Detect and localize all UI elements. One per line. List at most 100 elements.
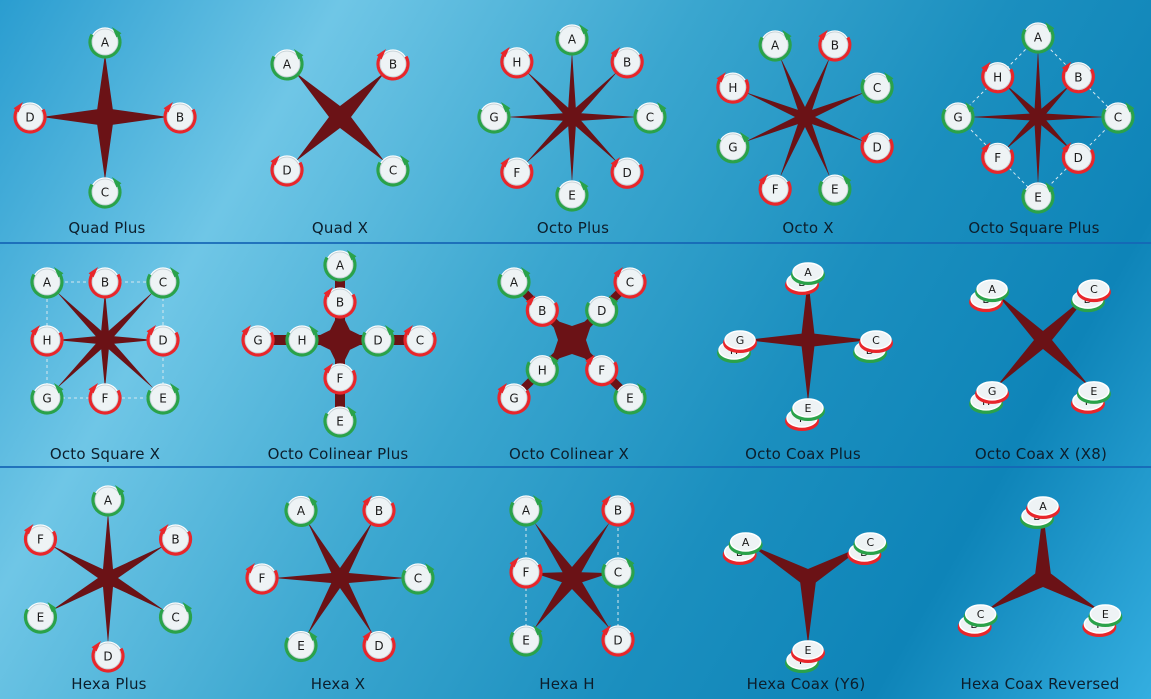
cw-arrow-icon [500, 46, 534, 79]
motor-b: B [159, 523, 193, 556]
motor-face [406, 326, 434, 354]
frame-arms [746, 278, 870, 402]
motor-label: A [297, 504, 306, 518]
cw-arrow-icon [13, 101, 47, 134]
cw-arrow-icon [403, 324, 437, 357]
motor-label: B [1074, 70, 1082, 84]
config-title-10: Hexa Plus [71, 675, 147, 693]
cw-arrow-icon [860, 131, 894, 164]
motor-e: E [1021, 181, 1055, 214]
motor-label: E [522, 634, 530, 648]
motor-e: E [1088, 604, 1123, 627]
motor-face [365, 496, 393, 524]
motor-face [33, 268, 61, 296]
ccw-arrow-icon [633, 101, 667, 134]
motor-label: A [522, 504, 531, 518]
motor-d: D [860, 131, 894, 164]
motor-label: D [613, 634, 622, 648]
motor-label: D [1074, 151, 1083, 165]
cw-arrow-icon [376, 48, 410, 81]
cw-arrow-icon [497, 382, 531, 415]
coax-pair-1: DC [847, 532, 888, 565]
ccw-arrow-icon [159, 601, 193, 634]
motor-face [91, 384, 119, 412]
cw-arrow-icon [601, 494, 635, 527]
motor-label: B [176, 111, 184, 125]
ccw-arrow-icon [613, 382, 647, 415]
motor-label: A [1034, 31, 1043, 45]
motor-face [273, 156, 301, 184]
motor-c: C [613, 267, 647, 299]
coax-pair-0: BA [785, 262, 825, 295]
ccw-arrow-icon [860, 72, 894, 104]
motor-a: A [88, 26, 122, 59]
motor-face [500, 384, 528, 412]
motor-b: B [376, 48, 410, 81]
motor-label: A [510, 276, 519, 290]
config-14: BA DC FE [957, 496, 1123, 637]
motor-label: A [771, 39, 780, 53]
motor-f: F [500, 157, 534, 189]
motor-label: D [103, 650, 112, 664]
cw-arrow-icon [323, 362, 357, 395]
motor-face [94, 486, 122, 514]
cw-arrow-icon [23, 523, 57, 556]
motor-d: D [585, 295, 619, 327]
motor-label: H [512, 55, 521, 69]
motor-e: E [1076, 381, 1111, 404]
motor-face [588, 296, 616, 324]
motor-b: B [525, 295, 559, 327]
config-title-11: Hexa X [310, 675, 366, 693]
motor-face [287, 496, 315, 524]
motor-label: B [171, 533, 179, 547]
config-12: A B C D E F [509, 494, 635, 657]
config-3: B C D E F G H A [716, 29, 894, 206]
motor-face [588, 356, 616, 384]
motor-label: B [614, 504, 622, 518]
motor-e: E [284, 630, 318, 663]
motor-label: C [101, 186, 109, 200]
motor-face [273, 50, 301, 78]
cw-arrow-icon [500, 157, 534, 189]
frame-hub [550, 318, 594, 362]
motor-label: G [509, 392, 518, 406]
motor-label: B [623, 55, 631, 69]
motor-c: C [88, 176, 122, 209]
motor-label: A [568, 33, 577, 47]
motor-f: F [585, 354, 619, 387]
motor-g: G [477, 101, 511, 134]
motor-face [1024, 183, 1052, 211]
motor-label: G [953, 111, 962, 125]
motor-label: C [171, 611, 179, 625]
motor-face [616, 268, 644, 296]
motor-label: H [42, 334, 51, 348]
motor-label: C [977, 608, 985, 621]
motor-face [1104, 103, 1132, 131]
motor-b: B [163, 101, 197, 134]
motor-h: H [500, 46, 534, 79]
motor-label: C [1114, 111, 1122, 125]
ccw-arrow-icon [376, 155, 410, 187]
motor-b: B [610, 46, 644, 79]
config-title-1: Quad X [311, 219, 369, 237]
motor-label: E [568, 189, 576, 203]
cw-arrow-icon [362, 630, 396, 663]
motor-label: A [43, 276, 52, 290]
motor-a: A [1021, 21, 1055, 54]
cw-arrow-icon [30, 324, 64, 357]
motor-face [558, 25, 586, 53]
coax-pair-1: DC [1070, 279, 1111, 313]
motor-g: G [30, 382, 64, 415]
config-1: B C D A [270, 48, 410, 187]
cw-arrow-icon [245, 562, 279, 595]
motor-label: C [1090, 283, 1098, 296]
cw-arrow-icon [509, 556, 543, 589]
motor-g: G [241, 324, 275, 357]
motor-a: A [91, 484, 125, 517]
motor-face [719, 73, 747, 101]
motor-label: G [988, 385, 997, 398]
motor-a: A [791, 262, 825, 285]
motor-label: D [282, 164, 291, 178]
motor-c: C [963, 604, 998, 627]
motor-a: A [323, 249, 357, 282]
